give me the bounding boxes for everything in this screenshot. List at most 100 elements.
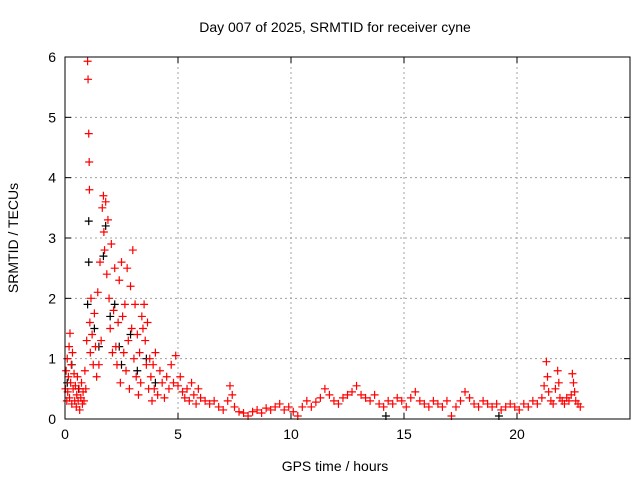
data-point-red: [248, 407, 257, 416]
y-tick-label: 4: [48, 170, 56, 186]
data-point-red: [320, 384, 329, 393]
data-point-black: [84, 258, 93, 267]
data-point-red: [148, 396, 157, 405]
x-tick-label: 20: [509, 426, 525, 442]
data-point-red: [429, 396, 438, 405]
data-point-red: [528, 396, 537, 405]
data-point-red: [451, 402, 460, 411]
data-point-red: [196, 393, 205, 402]
data-point-red: [253, 405, 262, 414]
data-point-red: [194, 384, 203, 393]
data-point-red: [75, 384, 84, 393]
data-point-red: [393, 393, 402, 402]
data-point-red: [280, 405, 289, 414]
data-point-red: [93, 288, 102, 297]
data-point-red: [461, 387, 470, 396]
data-point-red: [289, 407, 298, 416]
data-point-red: [115, 276, 124, 285]
x-axis-label: GPS time / hours: [282, 458, 389, 474]
data-point-red: [230, 402, 239, 411]
axis-ticks: 0 5 10 15 20 0 1 2 3 4 5 6: [48, 49, 630, 442]
data-point-red: [266, 405, 275, 414]
data-point-red: [275, 399, 284, 408]
data-point-red: [384, 396, 393, 405]
data-point-red: [65, 393, 74, 402]
data-point-black: [151, 378, 160, 387]
data-point-red: [110, 264, 119, 273]
data-point-red: [205, 399, 214, 408]
y-tick-label: 5: [48, 109, 56, 125]
data-point-red: [72, 390, 81, 399]
data-point-red: [180, 393, 189, 402]
data-point-black: [84, 217, 93, 226]
data-point-red: [219, 405, 228, 414]
data-point-red: [553, 366, 562, 375]
data-point-red: [105, 294, 114, 303]
y-tick-label: 1: [48, 351, 56, 367]
data-point-red: [101, 197, 110, 206]
data-point-red: [284, 402, 293, 411]
data-point-red: [140, 300, 149, 309]
data-point-red: [456, 396, 465, 405]
data-point-red: [424, 402, 433, 411]
data-point-red: [201, 396, 210, 405]
data-point-red: [183, 384, 192, 393]
data-point-red: [415, 396, 424, 405]
data-point-red: [128, 246, 137, 255]
data-point-red: [146, 372, 155, 381]
data-point-red: [343, 390, 352, 399]
y-axis-label: SRMTID / TECUs: [5, 183, 21, 293]
y-tick-label: 0: [48, 411, 56, 427]
data-point-red: [64, 372, 73, 381]
data-point-red: [542, 357, 551, 366]
data-point-red: [515, 405, 524, 414]
data-point-red: [96, 258, 105, 267]
data-point-red: [160, 393, 169, 402]
data-point-red: [84, 129, 93, 138]
data-point-red: [334, 399, 343, 408]
data-point-red: [91, 342, 100, 351]
data-point-red: [82, 336, 91, 345]
data-point-red: [187, 378, 196, 387]
data-point-red: [85, 318, 94, 327]
data-point-red: [99, 191, 108, 200]
data-point-red: [167, 360, 176, 369]
data-point-red: [85, 157, 94, 166]
data-point-red: [488, 402, 497, 411]
data-point-red: [112, 360, 121, 369]
data-point-red: [271, 402, 280, 411]
data-point-red: [122, 366, 131, 375]
data-point-red: [570, 387, 579, 396]
data-point-red: [126, 282, 135, 291]
data-point-red: [576, 402, 585, 411]
data-point-red: [171, 351, 180, 360]
data-point-red: [554, 378, 563, 387]
data-point-red: [138, 324, 147, 333]
data-point-red: [153, 390, 162, 399]
data-point-red: [302, 396, 311, 405]
data-point-red: [103, 215, 112, 224]
data-point-red: [120, 300, 129, 309]
data-point-red: [361, 393, 370, 402]
data-point-red: [311, 398, 320, 407]
data-point-red: [307, 402, 316, 411]
data-point-red: [135, 348, 144, 357]
data-point-red: [239, 408, 248, 417]
data-point-red: [375, 399, 384, 408]
data-point-red: [370, 390, 379, 399]
data-point-red: [129, 354, 138, 363]
data-points: [61, 57, 585, 420]
data-point-red: [402, 402, 411, 411]
x-tick-label: 10: [283, 426, 299, 442]
data-point-red: [438, 402, 447, 411]
data-point-red: [533, 399, 542, 408]
data-point-red: [65, 329, 74, 338]
data-point-red: [483, 399, 492, 408]
data-point-red: [134, 390, 143, 399]
data-point-red: [106, 324, 115, 333]
data-point-red: [116, 378, 125, 387]
data-point-red: [549, 399, 558, 408]
data-point-red: [77, 378, 86, 387]
data-point-red: [433, 399, 442, 408]
data-point-red: [329, 396, 338, 405]
